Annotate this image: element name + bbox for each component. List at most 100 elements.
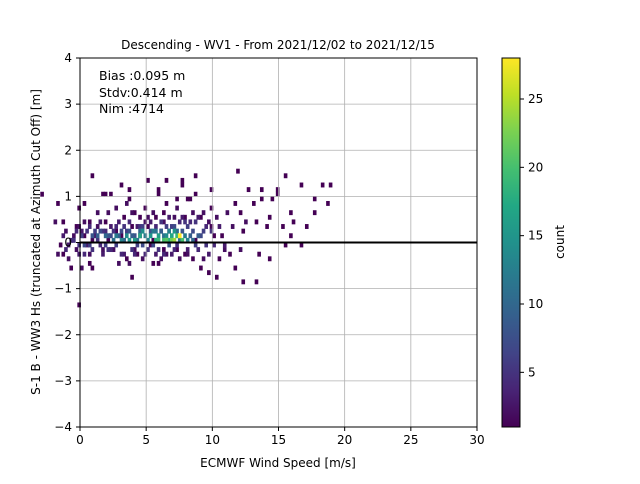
heatmap-bin [72, 233, 76, 239]
heatmap-bin [246, 187, 251, 193]
heatmap-bin [138, 224, 142, 229]
heatmap-bin [289, 210, 293, 216]
heatmap-bin [199, 214, 203, 220]
x-tick-label: 10 [205, 433, 220, 447]
heatmap-bin [77, 224, 81, 229]
heatmap-bin [111, 228, 116, 234]
heatmap-bin [98, 228, 103, 234]
heatmap-bin [132, 237, 137, 243]
heatmap-bin [169, 233, 174, 239]
heatmap-bin [169, 224, 174, 229]
colorbar: 5 10 15 20 25 count [501, 57, 567, 428]
heatmap-bin [106, 210, 111, 216]
heatmap-bin [180, 214, 185, 220]
heatmap-bin [80, 233, 84, 239]
heatmap-bin [90, 237, 95, 243]
x-tick-label: 0 [76, 433, 84, 447]
heatmap-bin [217, 256, 222, 262]
heatmap-bin [162, 233, 166, 239]
heatmap-bin [101, 251, 105, 257]
heatmap-bin [188, 196, 193, 202]
heatmap-bin [143, 219, 148, 225]
heatmap-bin [103, 228, 108, 234]
heatmap-bin [151, 237, 156, 243]
heatmap-bin [172, 237, 177, 243]
heatmap-bin [201, 228, 206, 234]
y-tick-label: −4 [54, 420, 72, 434]
heatmap-bin [130, 274, 134, 280]
heatmap-bin [122, 251, 126, 257]
heatmap-bin [127, 237, 132, 243]
nim-annotation: Nim :4714 [99, 101, 164, 116]
heatmap-bin [254, 279, 259, 285]
heatmap-bin [90, 247, 95, 253]
heatmap-bin [82, 233, 87, 239]
heatmap-bin [114, 224, 119, 229]
heatmap-bin [185, 196, 190, 202]
heatmap-bin [193, 173, 198, 179]
heatmap-bin [175, 205, 179, 211]
heatmap-bin [196, 214, 201, 220]
heatmap-bin [127, 219, 132, 225]
heatmap-bin [61, 233, 66, 239]
heatmap-bin [267, 214, 272, 220]
heatmap-bin [180, 182, 185, 188]
heatmap-bin [111, 247, 116, 253]
colorbar-tick-label: 25 [528, 92, 543, 106]
heatmap-bin [204, 224, 208, 229]
heatmap-bin [117, 260, 121, 266]
heatmap-bin [122, 237, 126, 243]
heatmap-bin [209, 228, 214, 234]
heatmap-bin [217, 224, 222, 229]
x-tick-label: 20 [337, 433, 352, 447]
heatmap-bin [127, 187, 132, 193]
heatmap-bin [230, 224, 235, 229]
heatmap-bin [127, 228, 132, 234]
heatmap-bin [74, 224, 79, 229]
heatmap-bin [167, 214, 171, 220]
heatmap-bin [95, 224, 100, 229]
heatmap-bin [193, 237, 198, 243]
heatmap-bin [238, 247, 243, 253]
heatmap-bin [87, 219, 92, 225]
heatmap-bin [111, 237, 116, 243]
heatmap-bin [90, 173, 95, 179]
heatmap-bin [66, 242, 71, 248]
heatmap-bin [101, 247, 105, 253]
heatmap-bin [156, 247, 161, 253]
stdv-annotation: Stdv:0.414 m [99, 85, 183, 100]
heatmap-bin [328, 182, 333, 188]
heatmap-bin [154, 228, 158, 234]
heatmap-bin [281, 224, 285, 229]
bias-annotation: Bias :0.095 m [99, 68, 185, 83]
heatmap-bin [162, 237, 166, 243]
colorbar-ticks: 5 10 15 20 25 [520, 92, 543, 379]
heatmap-bin [95, 237, 100, 243]
heatmap-bin [199, 265, 203, 271]
heatmap-bin [169, 237, 174, 243]
heatmap-bin [114, 205, 119, 211]
heatmap-bin [185, 247, 190, 253]
heatmap-bin [236, 168, 240, 174]
heatmap-bin [207, 270, 211, 276]
heatmap-bin [143, 251, 148, 257]
heatmap-bin [259, 187, 264, 193]
heatmap-bin [154, 237, 158, 243]
heatmap-bin [106, 237, 111, 243]
heatmap-bin [72, 237, 76, 243]
heatmap-bin [90, 265, 95, 271]
heatmap-bin [241, 228, 246, 234]
heatmap-bin [162, 251, 166, 257]
heatmap-bin [291, 219, 296, 225]
heatmap-bin [77, 302, 81, 308]
heatmap-bin [201, 256, 206, 262]
heatmap-bin [101, 228, 105, 234]
heatmap-bin [82, 251, 87, 257]
heatmap-bin [119, 228, 124, 234]
heatmap-bin [196, 247, 201, 253]
heatmap-bin [312, 210, 317, 216]
heatmap-bin [185, 251, 190, 257]
heatmap-bin [185, 237, 190, 243]
heatmap-bin [188, 233, 193, 239]
heatmap-bin [283, 173, 288, 179]
